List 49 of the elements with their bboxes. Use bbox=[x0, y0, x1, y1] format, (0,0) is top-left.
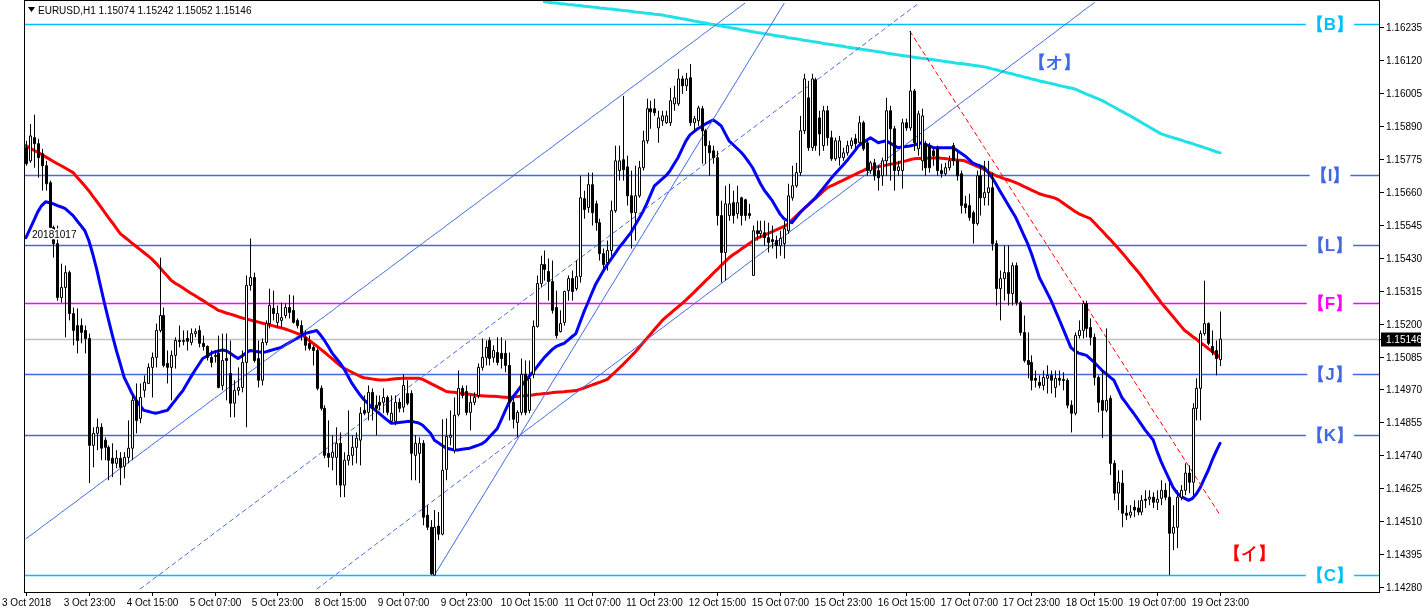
y-tick-label: 1.14855 bbox=[1386, 417, 1422, 428]
ref-line-label: 【J】 bbox=[1308, 365, 1352, 384]
x-tick-label: 16 Oct 15:00 bbox=[877, 597, 936, 608]
y-tick-label: 1.16005 bbox=[1386, 88, 1422, 99]
y-tick-label: 1.15660 bbox=[1386, 187, 1422, 198]
x-tick-label: 19 Oct 23:00 bbox=[1191, 597, 1250, 608]
y-tick-label: 1.16235 bbox=[1386, 22, 1422, 33]
x-tick-label: 12 Oct 15:00 bbox=[688, 597, 747, 608]
y-tick-label: 1.14625 bbox=[1386, 483, 1422, 494]
x-tick-label: 10 Oct 15:00 bbox=[500, 597, 559, 608]
ref-line-label: 【C】 bbox=[1306, 566, 1354, 585]
x-tick-label: 9 Oct 07:00 bbox=[377, 597, 430, 608]
y-tick-label: 1.15085 bbox=[1386, 352, 1422, 363]
x-tick-label: 17 Oct 07:00 bbox=[940, 597, 999, 608]
x-tick-label: 15 Oct 07:00 bbox=[751, 597, 810, 608]
y-tick-label: 1.14510 bbox=[1386, 516, 1422, 527]
y-tick-label: 1.15200 bbox=[1386, 319, 1422, 330]
series-label: 【オ】 bbox=[1029, 53, 1081, 73]
x-tick-label: 11 Oct 07:00 bbox=[564, 597, 622, 608]
x-tick-label: 4 Oct 15:00 bbox=[126, 597, 179, 608]
y-tick-label: 1.16120 bbox=[1386, 55, 1422, 66]
chart-title: EURUSD,H1 1.15074 1.15242 1.15052 1.15146 bbox=[38, 4, 252, 16]
y-tick-label: 1.14740 bbox=[1386, 450, 1422, 461]
ref-line-label: 【K】 bbox=[1306, 426, 1354, 445]
ref-line-label: 【B】 bbox=[1306, 15, 1354, 34]
y-tick-label: 1.14970 bbox=[1386, 384, 1422, 395]
y-tick-label: 1.15315 bbox=[1386, 286, 1422, 297]
x-tick-label: 8 Oct 15:00 bbox=[314, 597, 367, 608]
ref-line-label: 【I】 bbox=[1310, 166, 1350, 185]
x-tick-label: 5 Oct 07:00 bbox=[189, 597, 242, 608]
x-tick-label: 19 Oct 07:00 bbox=[1128, 597, 1187, 608]
x-tick-label: 15 Oct 23:00 bbox=[814, 597, 873, 608]
x-tick-label: 3 Oct 2018 bbox=[2, 597, 52, 608]
y-tick-label: 1.15775 bbox=[1386, 154, 1422, 165]
x-tick-label: 3 Oct 23:00 bbox=[63, 597, 116, 608]
x-tick-label: 5 Oct 23:00 bbox=[251, 597, 304, 608]
y-tick-label: 1.15890 bbox=[1386, 121, 1422, 132]
x-tick-label: 11 Oct 23:00 bbox=[626, 597, 684, 608]
y-tick-label: 1.15430 bbox=[1386, 253, 1422, 264]
y-tick-label: 1.15545 bbox=[1386, 220, 1422, 231]
x-tick-label: 9 Oct 23:00 bbox=[440, 597, 493, 608]
y-tick-label: 1.14280 bbox=[1386, 582, 1422, 593]
ref-line-label: 【L】 bbox=[1307, 236, 1353, 255]
y-tick-label: 1.15146 bbox=[1386, 334, 1422, 345]
series-label: 【イ】 bbox=[1223, 544, 1275, 564]
x-tick-label: 18 Oct 15:00 bbox=[1065, 597, 1124, 608]
y-tick-label: 1.14395 bbox=[1386, 549, 1422, 560]
ref-line-label: 【F】 bbox=[1307, 294, 1353, 313]
x-tick-label: 17 Oct 23:00 bbox=[1002, 597, 1061, 608]
